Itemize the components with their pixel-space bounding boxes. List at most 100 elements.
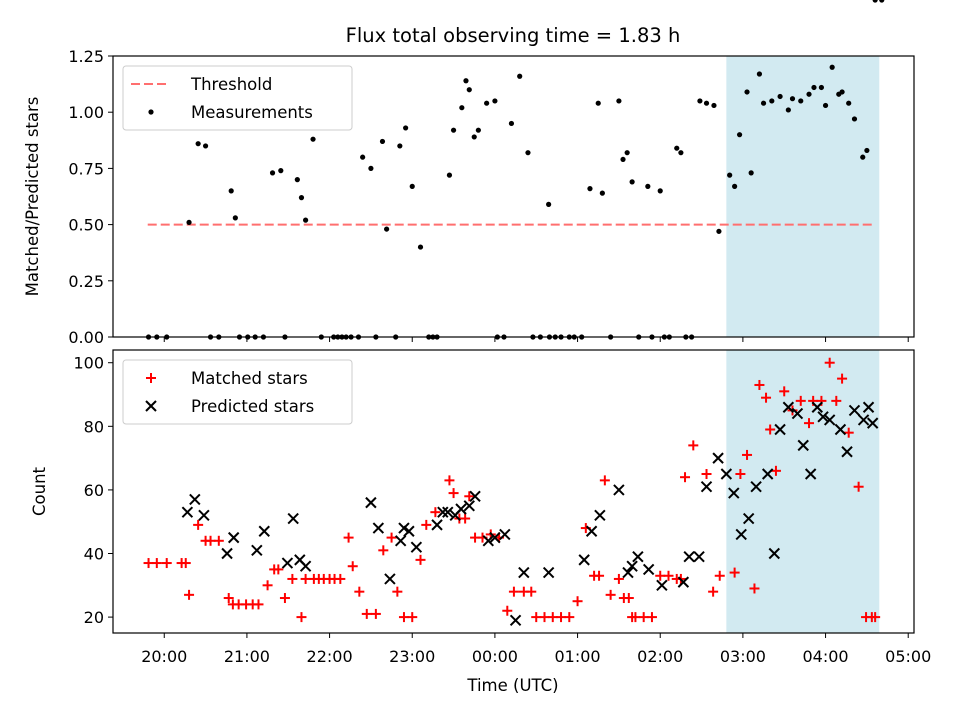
predicted-point xyxy=(469,490,481,502)
predicted-point xyxy=(735,528,747,541)
matched-point xyxy=(831,395,842,406)
legend-box xyxy=(122,359,353,425)
measurement-point xyxy=(508,120,515,127)
measurement-point xyxy=(711,102,717,109)
measurement-point xyxy=(756,71,763,77)
measurement-point xyxy=(860,154,866,160)
matched-point xyxy=(407,612,418,623)
matched-point xyxy=(729,567,740,578)
predicted-point xyxy=(761,468,774,480)
measurement-point xyxy=(368,165,374,171)
x-tick-label: 03:00 xyxy=(720,647,766,666)
measurement-point xyxy=(379,138,386,145)
measurement-point xyxy=(822,102,829,109)
predicted-point xyxy=(384,573,396,585)
x-tick-label: 00:00 xyxy=(472,647,518,666)
measurement-point xyxy=(360,154,366,160)
x-tick-label: 22:00 xyxy=(307,647,353,666)
predicted-point xyxy=(198,509,210,522)
matched-point xyxy=(623,593,634,604)
matched-point xyxy=(444,475,455,486)
matched-point xyxy=(460,513,471,524)
measurement-point xyxy=(678,150,684,156)
predicted-point xyxy=(585,525,598,537)
y-tick-label: 0.50 xyxy=(68,216,104,235)
measurement-point xyxy=(409,183,415,189)
measurement-point xyxy=(232,215,238,221)
x-tick-label: 01:00 xyxy=(555,647,601,666)
matched-point xyxy=(837,373,848,384)
legend-box xyxy=(122,65,353,131)
matched-point xyxy=(378,545,389,556)
measurement-point xyxy=(620,156,626,163)
matched-point xyxy=(262,580,273,591)
x-tick-label: 02:00 xyxy=(637,647,683,666)
matched-point xyxy=(464,491,475,502)
y-tick-label: 0.00 xyxy=(68,328,104,347)
matched-point xyxy=(502,605,513,616)
measurement-point xyxy=(459,105,465,111)
measurement-point xyxy=(818,84,825,91)
predicted-point xyxy=(632,550,644,563)
axes-frame xyxy=(112,55,915,338)
matched-point xyxy=(180,558,191,569)
predicted-point xyxy=(750,481,762,493)
y-tick-label: 40 xyxy=(84,545,104,564)
matched-point xyxy=(296,612,307,623)
predicted-point xyxy=(626,560,638,572)
x-tick-label: 20:00 xyxy=(141,647,187,666)
measurement-point xyxy=(278,168,284,174)
measurement-point xyxy=(384,226,390,232)
legend-predicted-swatch xyxy=(145,400,157,412)
measurement-point xyxy=(186,219,192,225)
measurement-point xyxy=(744,89,750,95)
matched-point xyxy=(765,424,776,435)
matched-point xyxy=(287,573,298,584)
x-tick-label: 21:00 xyxy=(224,647,270,666)
measurement-point xyxy=(525,150,531,156)
matched-point xyxy=(742,449,753,460)
matched-point xyxy=(708,586,719,597)
legend-measurements-swatch xyxy=(148,109,154,115)
matched-point xyxy=(605,589,616,600)
measurement-point xyxy=(466,87,472,93)
measurement-point xyxy=(446,172,453,178)
predicted-point xyxy=(622,566,634,579)
measurement-point xyxy=(748,170,754,176)
matched-point xyxy=(804,418,815,429)
measurement-point xyxy=(195,141,201,147)
predicted-point xyxy=(866,417,879,429)
measurement-point xyxy=(403,125,409,131)
measurement-point xyxy=(546,201,552,207)
measurement-point xyxy=(517,73,523,79)
predicted-point xyxy=(613,484,625,496)
predicted-point xyxy=(181,506,194,518)
matched-point xyxy=(184,589,195,600)
measurement-point xyxy=(228,188,234,194)
predicted-point xyxy=(482,535,494,547)
matched-point xyxy=(273,564,284,575)
measurement-point xyxy=(587,186,593,192)
measurement-point xyxy=(624,150,630,156)
matched-point xyxy=(599,475,610,486)
predicted-point xyxy=(518,566,530,579)
matched-point xyxy=(370,608,381,619)
matched-point xyxy=(223,593,234,604)
legend-matched-swatch xyxy=(146,373,156,383)
predicted-point xyxy=(372,522,385,534)
matched-point xyxy=(343,532,354,543)
matched-point xyxy=(701,469,712,480)
measurement-point xyxy=(484,100,490,106)
predicted-point xyxy=(797,439,809,452)
matched-point xyxy=(688,440,699,451)
matched-point xyxy=(663,570,674,581)
measurement-point xyxy=(829,64,835,70)
legend-matched-label: Matched stars xyxy=(191,369,308,388)
measurement-point xyxy=(657,188,663,194)
matched-point xyxy=(853,481,864,492)
y-axis-label: Count xyxy=(30,466,49,516)
predicted-point xyxy=(394,535,407,547)
measurement-point xyxy=(450,127,457,133)
measurement-point xyxy=(269,170,276,176)
